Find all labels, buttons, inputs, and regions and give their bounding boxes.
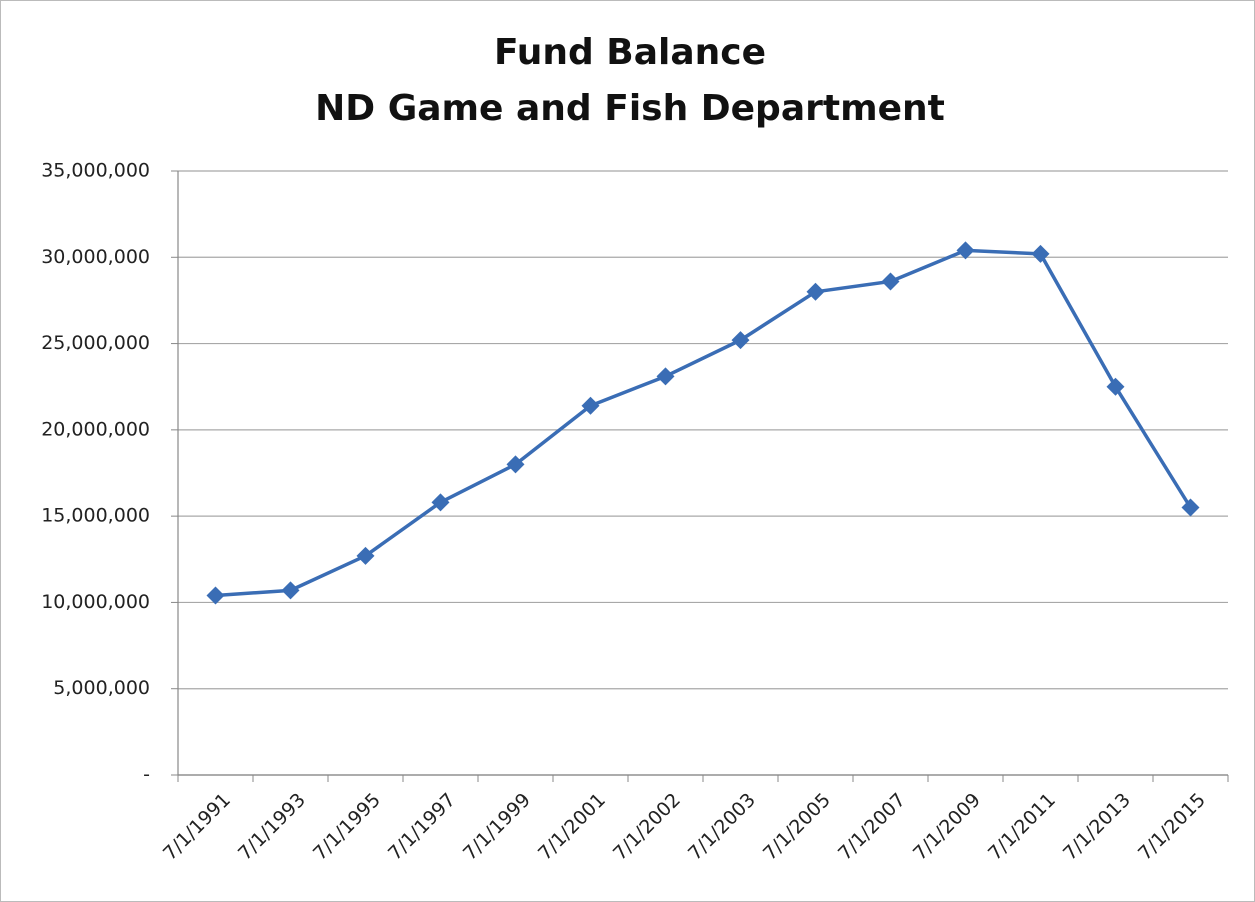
chart-subtitle: ND Game and Fish Department (315, 88, 945, 129)
data-marker (581, 396, 600, 415)
data-marker (731, 331, 750, 350)
y-tick-label: 25,000,000 (41, 332, 150, 354)
data-line (215, 248, 1192, 598)
data-marker (806, 282, 825, 301)
y-tick-label: 30,000,000 (41, 246, 150, 268)
y-tick-label: 5,000,000 (53, 677, 150, 699)
y-tick-label: 20,000,000 (41, 418, 150, 440)
y-tick-label: 15,000,000 (41, 505, 150, 527)
data-marker (1181, 498, 1200, 517)
data-marker (431, 493, 450, 512)
y-tick-label: - (143, 764, 150, 786)
data-marker (881, 272, 900, 291)
data-marker (356, 546, 375, 565)
data-marker (1106, 377, 1125, 396)
chart-title: Fund Balance (494, 32, 766, 73)
data-marker (1031, 244, 1050, 263)
y-tick-label: 35,000,000 (41, 160, 150, 182)
data-marker (281, 581, 300, 600)
y-tick-label: 10,000,000 (41, 591, 150, 613)
data-marker (506, 455, 525, 474)
data-marker (956, 241, 975, 260)
data-marker (206, 586, 225, 605)
data-marker (656, 367, 675, 386)
